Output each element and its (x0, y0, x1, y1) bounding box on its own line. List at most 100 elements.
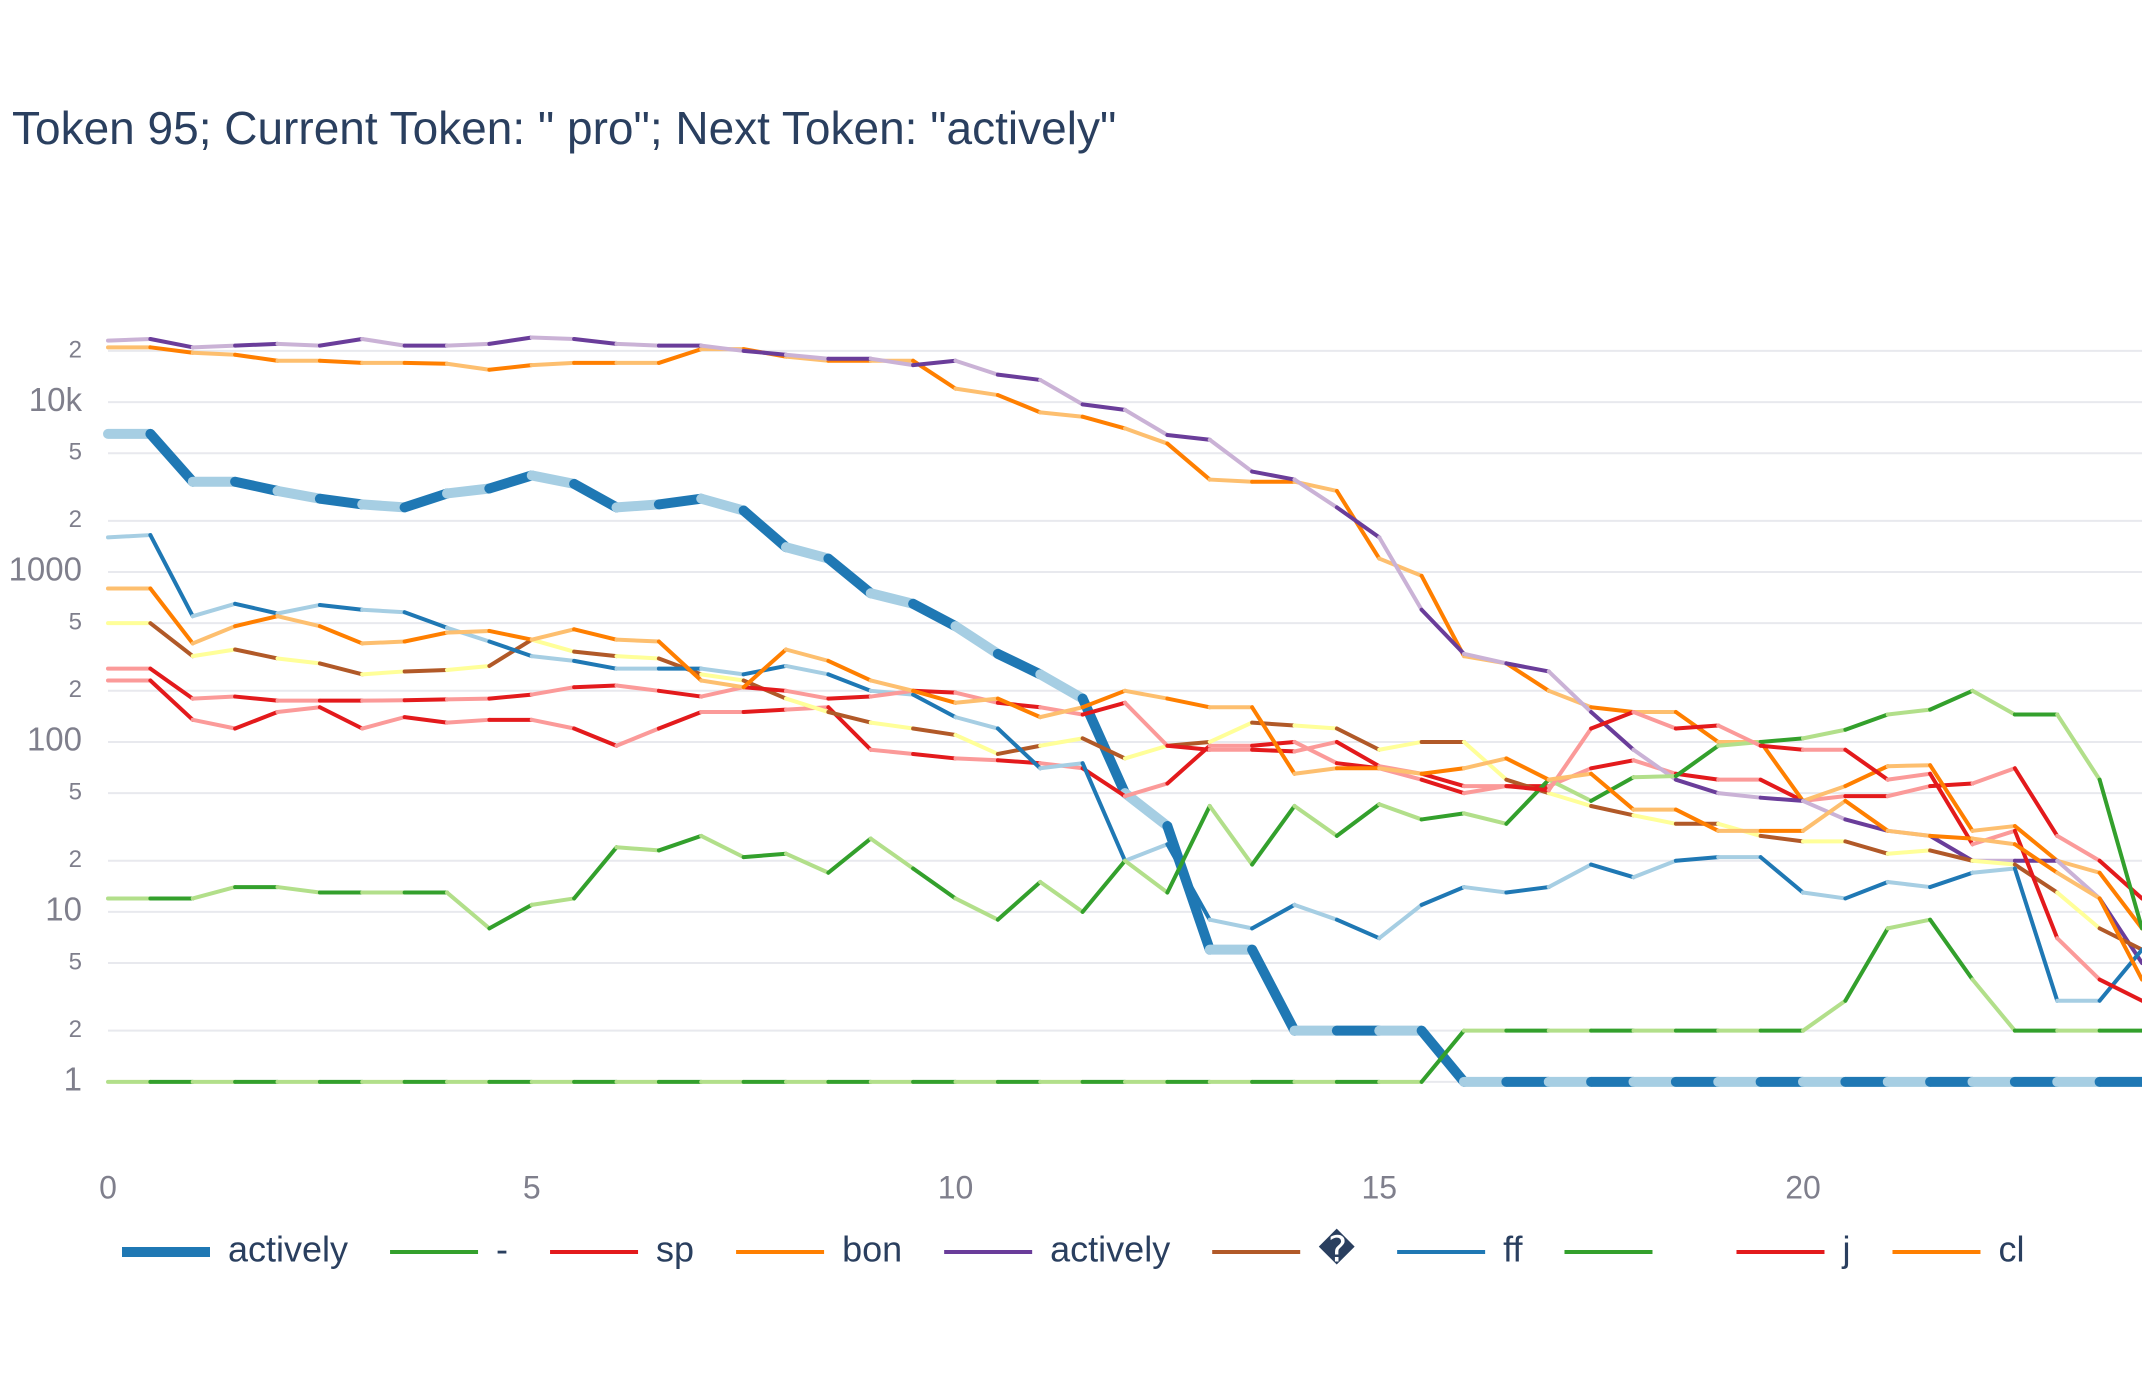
line-segment (1292, 723, 1339, 731)
line-segment (995, 696, 1043, 720)
line-segment (275, 341, 322, 348)
line-segment (2097, 870, 2142, 931)
line-segment (569, 478, 622, 513)
line-segment (1123, 407, 1170, 438)
line-segment (572, 845, 619, 901)
line-segment (614, 726, 661, 748)
line-segment (741, 348, 788, 357)
line-segment (317, 337, 365, 348)
line-segment (1419, 885, 1466, 907)
line-segment (908, 598, 961, 632)
line-segment (2055, 870, 2102, 901)
line-segment (529, 654, 577, 663)
line-segment (1250, 469, 1297, 482)
line-segment (2097, 947, 2142, 1003)
line-segment (402, 610, 449, 630)
line-segment (1673, 743, 1721, 779)
line-segment (1885, 763, 1933, 769)
line-segment (1080, 700, 1127, 717)
line-segment (1462, 756, 1509, 771)
line-segment (1207, 917, 1255, 931)
line-segment (1504, 777, 1551, 826)
line-segment (1758, 736, 1805, 744)
line-segment (1377, 556, 1424, 578)
legend-label: - (496, 1229, 508, 1270)
line-segment (1589, 705, 1636, 715)
line-segment (1292, 739, 1339, 766)
line-segment (1843, 712, 1890, 732)
line-segment (190, 624, 238, 646)
line-segment (741, 851, 788, 860)
line-segment (784, 705, 831, 712)
line-segment (1377, 535, 1424, 612)
line-segment (1165, 743, 1212, 752)
line-segment (1928, 848, 1975, 863)
line-segment (1631, 774, 1678, 780)
line-segment (826, 694, 873, 701)
line-segment (1165, 803, 1212, 895)
line-segment (1504, 784, 1551, 793)
line-segment (1970, 977, 2017, 1033)
line-segment (1123, 426, 1170, 446)
x-tick-label: 10 (938, 1169, 974, 1205)
line-segment (2055, 890, 2102, 931)
line-segment (360, 607, 407, 615)
line-segment (487, 363, 534, 372)
line-segment (1038, 705, 1085, 720)
line-segment (399, 488, 452, 513)
line-segment (699, 833, 746, 860)
line-segment (487, 335, 534, 346)
line-segment (1843, 926, 1890, 1003)
legend-label: actively (228, 1229, 348, 1270)
line-segment (995, 879, 1043, 922)
line-segment (1970, 836, 2017, 847)
legend-label: actively (1050, 1229, 1170, 1270)
line-segment (1928, 688, 1975, 712)
line-segment (1292, 739, 1339, 754)
line-segment (275, 614, 322, 629)
line-segment (953, 386, 1000, 398)
line-segment (1462, 739, 1509, 782)
line-segment (2055, 858, 2102, 875)
line-segment (1080, 414, 1127, 431)
line-segment (2012, 824, 2060, 863)
line-segment (1123, 688, 1170, 701)
line-segment (190, 694, 238, 701)
line-segment (1038, 879, 1085, 914)
line-segment (1546, 791, 1594, 808)
line-segment (1419, 777, 1466, 796)
line-segment (953, 358, 1000, 377)
line-segment (445, 341, 492, 348)
line-segment (487, 637, 534, 668)
line-segment (360, 639, 407, 646)
line-segment (1080, 858, 1127, 914)
line-segment (2097, 858, 2142, 901)
legend-label: bon (842, 1229, 902, 1270)
line-segment (868, 688, 916, 699)
line-segment (1080, 761, 1127, 863)
line-segment (826, 672, 873, 693)
y-tick-label: 100 (27, 721, 82, 758)
line-segment (230, 476, 283, 496)
line-segment (1504, 661, 1551, 693)
line-segment (1123, 858, 1170, 895)
line-segment (865, 588, 919, 609)
line-segment (1801, 784, 1848, 803)
line-segment (275, 885, 322, 895)
line-segment (1038, 761, 1085, 771)
line-segment (1758, 777, 1805, 803)
line-segment (1631, 813, 1678, 826)
line-segment (1165, 743, 1212, 786)
line-segment (1038, 736, 1085, 748)
line-segment (2097, 777, 2142, 931)
line-segment (614, 683, 661, 693)
line-segment (572, 627, 619, 642)
y-tick-label: 10k (29, 381, 83, 418)
line-segment (1162, 821, 1215, 955)
line-segment (529, 717, 577, 731)
line-segment (995, 726, 1043, 771)
line-segment (1080, 402, 1127, 412)
line-segment (911, 726, 958, 737)
line-segment (1928, 833, 1975, 841)
